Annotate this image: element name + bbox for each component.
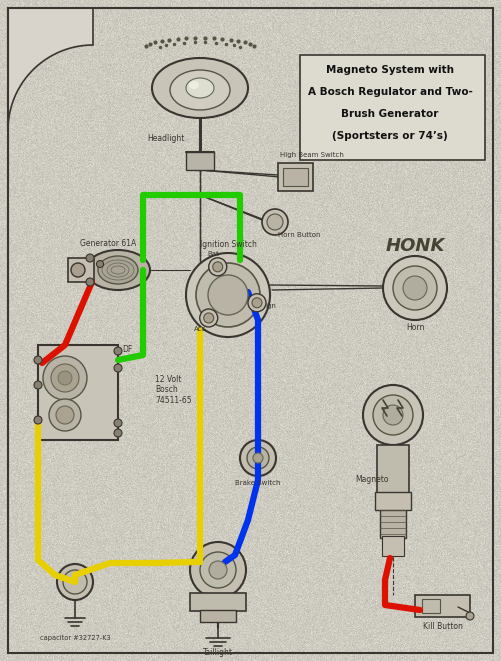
Text: Magneto System with: Magneto System with — [326, 65, 454, 75]
Circle shape — [56, 406, 74, 424]
Text: DF: DF — [122, 346, 132, 354]
Text: Acc: Acc — [193, 326, 206, 332]
Circle shape — [403, 276, 427, 300]
Bar — [68, 258, 94, 282]
Circle shape — [383, 405, 403, 425]
Circle shape — [114, 347, 122, 355]
Circle shape — [200, 552, 236, 588]
Circle shape — [200, 309, 218, 327]
Text: Brake Switch: Brake Switch — [235, 480, 281, 486]
Bar — [375, 492, 411, 510]
Ellipse shape — [86, 250, 150, 290]
Text: Headlight: Headlight — [148, 134, 185, 143]
Text: 12 Volt
Bosch
74511-65: 12 Volt Bosch 74511-65 — [155, 375, 191, 405]
Circle shape — [262, 209, 288, 235]
Text: Taillight: Taillight — [203, 648, 233, 657]
Bar — [283, 168, 308, 186]
Text: Bat: Bat — [207, 251, 219, 256]
Circle shape — [209, 561, 227, 579]
Circle shape — [63, 570, 87, 594]
Circle shape — [383, 256, 447, 320]
Circle shape — [466, 612, 474, 620]
Circle shape — [34, 416, 42, 424]
Text: High Beam Switch: High Beam Switch — [280, 152, 344, 158]
Circle shape — [58, 371, 72, 385]
Text: capacitor #32727-K3: capacitor #32727-K3 — [40, 635, 110, 641]
Circle shape — [86, 254, 94, 262]
Circle shape — [186, 253, 270, 337]
Circle shape — [240, 440, 276, 476]
Circle shape — [114, 364, 122, 372]
Circle shape — [208, 275, 248, 315]
Text: A Bosch Regulator and Two-: A Bosch Regulator and Two- — [308, 87, 472, 97]
Bar — [415, 595, 470, 617]
Ellipse shape — [189, 81, 199, 89]
Circle shape — [253, 453, 263, 463]
Text: Ignition Switch: Ignition Switch — [199, 240, 257, 249]
Circle shape — [49, 399, 81, 431]
Ellipse shape — [186, 78, 214, 98]
Circle shape — [196, 263, 260, 327]
Circle shape — [114, 429, 122, 437]
Bar — [186, 152, 214, 170]
Text: Horn Button: Horn Button — [278, 232, 321, 238]
Circle shape — [267, 214, 283, 230]
Circle shape — [209, 258, 227, 276]
Text: (Sportsters or 74’s): (Sportsters or 74’s) — [332, 131, 448, 141]
PathPatch shape — [8, 8, 93, 130]
Bar — [38, 345, 118, 440]
Circle shape — [363, 385, 423, 445]
Text: Magneto: Magneto — [355, 475, 388, 484]
Ellipse shape — [170, 70, 230, 110]
Circle shape — [204, 313, 214, 323]
Circle shape — [34, 381, 42, 389]
Text: Brush Generator: Brush Generator — [341, 109, 439, 119]
Text: Horn: Horn — [406, 323, 424, 332]
Bar — [300, 55, 485, 160]
Bar — [382, 536, 404, 556]
Circle shape — [114, 419, 122, 427]
Circle shape — [248, 293, 266, 312]
Bar — [422, 599, 440, 613]
Circle shape — [247, 447, 269, 469]
Bar — [200, 610, 236, 622]
Circle shape — [97, 260, 104, 268]
Bar — [278, 163, 313, 191]
Circle shape — [51, 364, 79, 392]
Bar — [190, 593, 246, 611]
Circle shape — [86, 278, 94, 286]
Circle shape — [71, 263, 85, 277]
Ellipse shape — [98, 256, 138, 284]
Circle shape — [393, 266, 437, 310]
Circle shape — [252, 297, 262, 308]
Circle shape — [190, 542, 246, 598]
Circle shape — [34, 356, 42, 364]
Ellipse shape — [152, 58, 248, 118]
Circle shape — [373, 395, 413, 435]
Bar — [380, 508, 406, 538]
Circle shape — [57, 564, 93, 600]
Text: Kill Button: Kill Button — [423, 622, 463, 631]
Text: Ign: Ign — [265, 303, 276, 309]
Circle shape — [43, 356, 87, 400]
Circle shape — [213, 262, 223, 272]
Bar — [377, 445, 409, 495]
Text: HONK: HONK — [385, 237, 445, 255]
Text: Generator 61A: Generator 61A — [80, 239, 136, 248]
